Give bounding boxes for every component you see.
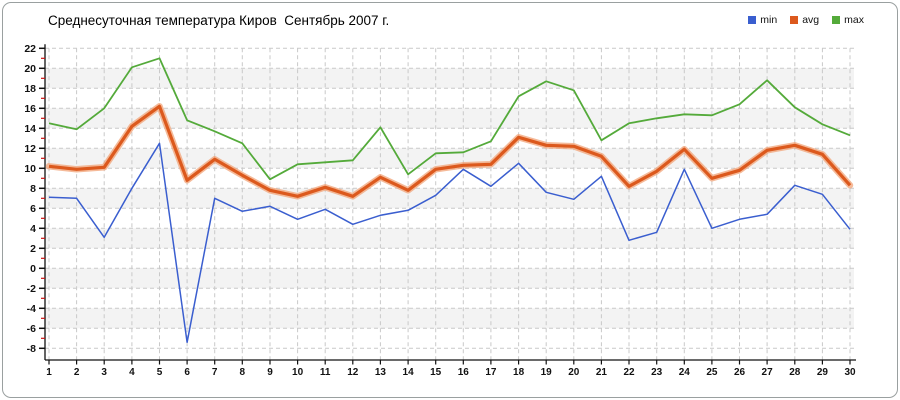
y-tick-label: 16 [24,103,36,115]
x-tick-label: 30 [844,367,856,378]
series-line-min [48,142,851,344]
x-tick-label: 21 [596,367,608,378]
x-tick-label: 16 [458,367,470,378]
x-tick-label: 19 [541,367,553,378]
y-tick-label: 20 [24,63,36,75]
x-tick-label: 11 [320,367,331,378]
y-tick-label: 6 [30,203,36,215]
x-tick-label: 17 [485,367,497,378]
x-tick-label: 8 [240,367,246,378]
y-tick-label: -4 [27,303,36,315]
series-line-avg [48,104,852,198]
x-tick-label: 1 [46,367,52,378]
y-tick-label: 2 [30,243,36,255]
x-tick-label: 3 [101,367,107,378]
y-tick-label: 18 [24,83,36,95]
x-tick-label: 4 [129,367,135,378]
legend: min avg max [748,14,864,26]
x-tick-label: 5 [157,367,163,378]
y-tick-label: 12 [24,143,36,155]
x-tick-label: 24 [679,367,691,378]
legend-swatch-max-icon [832,16,841,24]
x-tick-label: 13 [375,367,387,378]
x-tick-label: 23 [651,367,663,378]
y-tick-label: 22 [24,43,36,55]
legend-item-max: max [832,14,864,26]
x-tick-label: 15 [430,367,442,378]
y-tick-label: 10 [24,163,36,175]
legend-item-avg: avg [790,14,819,26]
y-tick-label: 8 [30,183,36,195]
x-tick-label: 6 [184,367,190,378]
x-tick-label: 12 [347,367,359,378]
y-tick-label: 14 [24,123,36,135]
x-tick-label: 28 [789,367,801,378]
plot-stripes [45,68,854,329]
legend-label-min: min [760,14,778,26]
series-line-max [48,57,851,181]
x-axis-ticks: 1 2 3 4 5 6 7 8 9 10 11 12 13 14 15 16 17 18 19 20 21 22 23 24 2… [46,360,856,378]
y-tick-label: 4 [30,223,36,235]
x-tick-label: 22 [623,367,635,378]
y-tick-label: -2 [27,283,36,295]
x-tick-label: 27 [762,367,774,378]
x-tick-label: 26 [734,367,746,378]
x-tick-label: 10 [292,367,304,378]
x-tick-label: 7 [212,367,218,378]
legend-label-max: max [844,14,864,26]
x-tick-label: 14 [403,367,415,378]
y-tick-label: 0 [30,263,36,275]
y-tick-label: -6 [27,323,36,335]
gridlines [45,47,854,360]
x-tick-label: 18 [513,367,525,378]
legend-label-avg: avg [802,14,820,26]
x-tick-label: 25 [706,367,718,378]
y-tick-label: -8 [27,343,36,355]
legend-item-min: min [748,14,777,26]
legend-swatch-avg-icon [790,16,799,24]
x-tick-label: 29 [817,367,829,378]
x-tick-label: 2 [74,367,80,378]
chart-title: Среднесуточная температура Киров Сентябр… [48,13,390,28]
legend-swatch-min-icon [748,16,757,24]
x-tick-label: 20 [568,367,580,378]
x-tick-label: 9 [267,367,273,378]
